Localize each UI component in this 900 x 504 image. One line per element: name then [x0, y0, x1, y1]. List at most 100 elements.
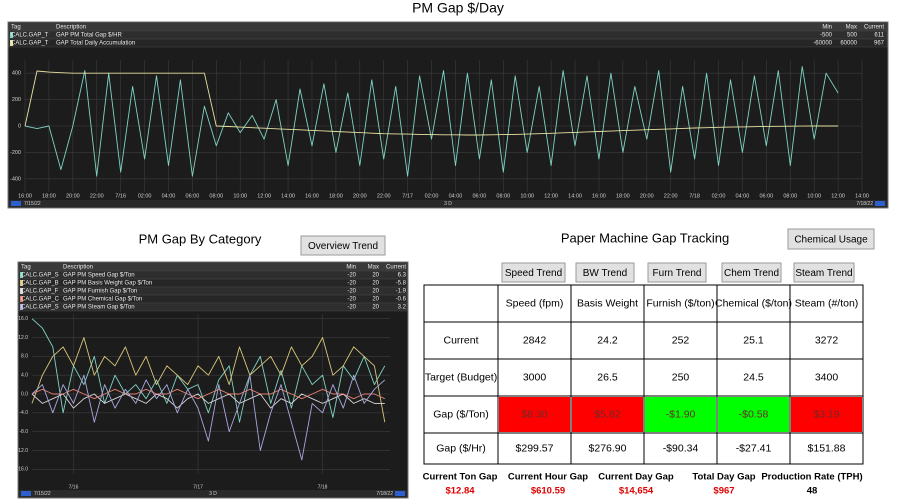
button-label[interactable]: BW Trend: [583, 268, 627, 279]
x-tick-label: 14:00: [281, 193, 295, 199]
column-header: Furnish ($/ton): [646, 297, 714, 309]
x-tick-label: 22:00: [377, 193, 391, 199]
button[interactable]: BW Trend: [575, 262, 635, 283]
legend-column-header: Tag: [21, 265, 31, 271]
legend-column-header: Current: [864, 25, 884, 31]
cell-value: 250: [672, 371, 690, 383]
row-label: Gap ($/Hr): [436, 442, 486, 454]
cell-value: 2842: [523, 334, 547, 346]
cell-value: 26.5: [597, 371, 618, 383]
button-face[interactable]: [721, 262, 782, 283]
x-tick-label: 10:00: [520, 193, 534, 199]
cell-value: 3400: [815, 371, 839, 383]
x-tick-label: 16:00: [592, 193, 606, 199]
legend-max: 20: [372, 297, 379, 303]
button-label[interactable]: Chemical Usage: [794, 235, 868, 246]
legend-current: -1.9: [396, 289, 407, 295]
series-line: [31, 374, 386, 461]
x-tick-label: 06:00: [186, 193, 200, 199]
legend-current: 3.2: [398, 305, 407, 311]
button-label[interactable]: Chem Trend: [724, 268, 779, 279]
y-tick-label: 16.0: [18, 316, 28, 322]
button-face[interactable]: [575, 262, 635, 283]
series-line: [31, 393, 385, 409]
button-face[interactable]: [501, 262, 566, 283]
button-face[interactable]: [647, 262, 707, 283]
x-tick-label: 04:00: [162, 193, 176, 199]
x-tick-label: 06:00: [472, 193, 486, 199]
footer-label: 7/15/22: [34, 491, 51, 497]
footer-label: 3 D: [444, 201, 452, 207]
y-tick-label: -16.0: [17, 467, 29, 473]
legend-name: GAP PM Speed Gap $/Ton: [63, 273, 135, 279]
legend-max: 60000: [840, 41, 857, 47]
x-tick-label: 04:00: [449, 193, 463, 199]
legend-swatch: [20, 288, 23, 294]
footer-label: 7/18/22: [376, 491, 393, 497]
button[interactable]: Overview Trend: [300, 235, 386, 256]
legend-max: 20: [372, 281, 379, 287]
trend-footer: [19, 490, 407, 497]
legend-tag: CALC.GAP_B: [21, 281, 59, 287]
cell-value: -$1.90: [666, 408, 696, 420]
legend-swatch: [20, 304, 23, 310]
summary-value: 48: [807, 486, 818, 497]
legend-current: 611: [874, 33, 884, 39]
nav-icon[interactable]: [395, 491, 405, 496]
button-label[interactable]: Steam Trend: [795, 268, 852, 279]
y-tick-label: 12.0: [18, 335, 28, 341]
x-tick-label: 14:00: [568, 193, 582, 199]
legend-column-header: Description: [63, 265, 93, 271]
x-tick-label: 18:00: [329, 193, 343, 199]
summary-label: Current Ton Gap: [423, 472, 498, 483]
summary-value: $12.84: [445, 486, 475, 497]
button-face[interactable]: [787, 228, 875, 250]
button[interactable]: Chem Trend: [721, 262, 782, 283]
legend-swatch: [10, 40, 13, 46]
legend-column-header: Max: [368, 265, 379, 271]
x-tick-label: 18:00: [42, 193, 56, 199]
button[interactable]: Furn Trend: [647, 262, 707, 283]
nav-icon[interactable]: [11, 201, 21, 206]
nav-icon[interactable]: [21, 491, 31, 496]
button[interactable]: Chemical Usage: [787, 228, 875, 250]
footer-label: 7/18/22: [856, 201, 873, 207]
x-tick-label: 20:00: [353, 193, 367, 199]
x-tick-label: 7/16: [115, 193, 126, 199]
y-tick-label: 400: [12, 71, 21, 77]
summary-value: $14,654: [619, 486, 654, 497]
button[interactable]: Steam Trend: [793, 262, 855, 283]
legend-swatch: [20, 296, 23, 302]
legend-swatch: [20, 280, 23, 286]
cell-value: -$27.41: [736, 442, 772, 454]
legend-current: -5.8: [396, 281, 407, 287]
summary-label: Total Day Gap: [692, 472, 755, 483]
x-tick-label: 02:00: [138, 193, 152, 199]
summary-label: Current Day Gap: [598, 472, 674, 483]
nav-icon[interactable]: [875, 201, 885, 206]
x-tick-label: 16:00: [18, 193, 32, 199]
legend-column-header: Max: [846, 25, 857, 31]
button[interactable]: Speed Trend: [501, 262, 566, 283]
legend-current: 6.3: [398, 273, 407, 279]
cell-value: $5.82: [594, 408, 620, 420]
x-tick-label: 7/17: [193, 484, 203, 490]
button-face[interactable]: [300, 235, 386, 256]
cell-value: 252: [672, 334, 690, 346]
series-line: [31, 337, 386, 423]
x-tick-label: 02:00: [425, 193, 439, 199]
button-face[interactable]: [793, 262, 855, 283]
legend-min: -20: [347, 297, 356, 303]
button-label[interactable]: Speed Trend: [505, 268, 562, 279]
button-label[interactable]: Overview Trend: [308, 241, 378, 252]
button-label[interactable]: Furn Trend: [653, 268, 702, 279]
cell-value: -$0.58: [739, 408, 769, 420]
cell-value: 3272: [815, 334, 839, 346]
section-title: Paper Machine Gap Tracking: [561, 230, 729, 245]
legend-row: [18, 302, 408, 312]
gap-cell-fill: [791, 397, 862, 432]
cell-value: 24.5: [743, 371, 764, 383]
legend-row: [8, 30, 888, 40]
y-tick-label: 8.0: [21, 354, 28, 360]
